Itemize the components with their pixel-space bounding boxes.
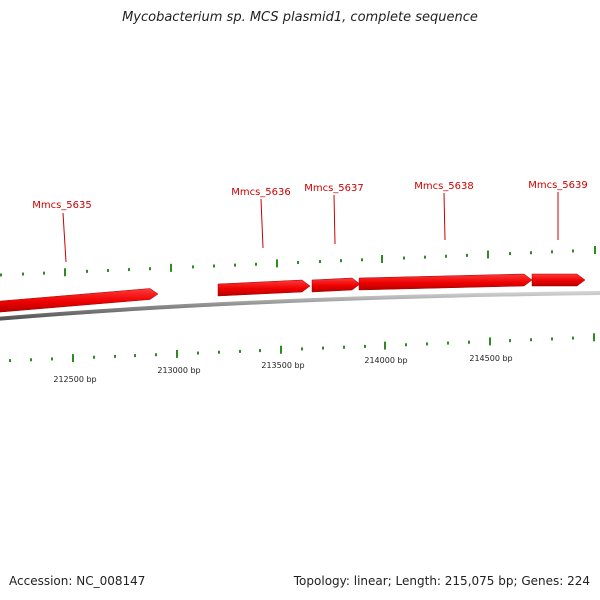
inner-tick — [197, 351, 199, 355]
inner-tick — [322, 346, 324, 350]
outer-tick — [530, 251, 532, 255]
inner-tick — [176, 349, 178, 358]
gene-labels: Mmcs_5635 Mmcs_5636 Mmcs_5637 Mmcs_5638 Mmcs… — [32, 180, 588, 211]
outer-tick — [594, 246, 596, 255]
inner-tick — [343, 345, 345, 349]
outer-tick — [361, 258, 363, 262]
scale-label: 214500 bp — [469, 354, 512, 363]
outer-tick — [509, 252, 511, 256]
inner-tick — [280, 345, 282, 354]
gene-arrow-mmcs-5638 — [358, 273, 533, 291]
inner-tick — [364, 344, 366, 348]
inner-tick — [384, 341, 386, 350]
outer-tick — [255, 262, 257, 266]
gene-label-leaders — [62, 192, 559, 263]
outer-tick — [86, 269, 88, 273]
outer-tick — [128, 268, 130, 272]
gene-track — [0, 273, 586, 313]
outer-tick — [424, 255, 426, 259]
bp-scale-labels: 212500 bp 213000 bp 213500 bp 214000 bp 2145… — [53, 354, 512, 384]
outer-tick — [107, 268, 109, 272]
inner-tick — [134, 354, 136, 358]
inner-tick — [93, 355, 95, 359]
outer-tick — [403, 256, 405, 260]
outer-tick — [445, 254, 447, 258]
inner-tick — [447, 341, 449, 345]
inner-tick — [405, 343, 407, 347]
outer-tick — [381, 254, 383, 263]
inner-tick — [572, 336, 574, 340]
outer-tick — [22, 272, 24, 276]
gene-arrow-mmcs-5639 — [531, 273, 586, 287]
sequence-summary: Topology: linear; Length: 215,075 bp; Ge… — [293, 574, 590, 588]
inner-tick — [509, 339, 511, 343]
leader-line-mmcs-5635 — [62, 212, 67, 263]
inner-tick — [72, 354, 74, 363]
inner-tick-ring — [9, 333, 595, 363]
gene-label-mmcs-5639: Mmcs_5639 — [528, 180, 588, 191]
outer-tick — [64, 268, 66, 277]
outer-tick — [149, 267, 151, 271]
inner-tick — [30, 358, 32, 362]
outer-tick — [572, 249, 574, 253]
outer-tick — [551, 250, 553, 254]
inner-tick — [155, 353, 157, 357]
outer-tick — [213, 264, 215, 268]
leader-line-mmcs-5637 — [333, 194, 336, 245]
outer-tick — [466, 253, 468, 257]
map-title: Mycobacterium sp. MCS plasmid1, complete… — [122, 10, 478, 25]
outer-tick — [297, 260, 299, 264]
gene-arrow-mmcs-5636 — [217, 279, 311, 297]
inner-tick — [114, 354, 116, 358]
scale-label: 214000 bp — [364, 356, 407, 365]
inner-tick — [301, 347, 303, 351]
inner-tick — [489, 337, 491, 346]
gene-label-mmcs-5637: Mmcs_5637 — [304, 183, 364, 194]
scale-label: 212500 bp — [53, 375, 96, 384]
leader-line-mmcs-5636 — [260, 198, 264, 249]
scale-label: 213500 bp — [261, 361, 304, 370]
inner-tick — [218, 350, 220, 354]
outer-tick — [319, 260, 321, 264]
gene-arrow-mmcs-5637 — [311, 277, 361, 293]
outer-tick — [43, 271, 45, 275]
inner-tick — [593, 333, 595, 342]
gene-label-mmcs-5638: Mmcs_5638 — [414, 181, 474, 192]
outer-tick-ring — [0, 246, 596, 277]
scale-label: 213000 bp — [157, 366, 200, 375]
outer-tick — [170, 263, 172, 272]
outer-tick — [340, 259, 342, 263]
gene-arrow-mmcs-5635 — [0, 288, 159, 313]
outer-tick — [234, 263, 236, 267]
gene-label-mmcs-5636: Mmcs_5636 — [231, 187, 291, 198]
inner-tick — [259, 349, 261, 353]
gene-label-mmcs-5635: Mmcs_5635 — [32, 200, 92, 211]
inner-tick — [468, 340, 470, 344]
outer-tick — [487, 250, 489, 259]
inner-tick — [9, 359, 11, 363]
sequence-backbone — [0, 291, 600, 321]
outer-tick — [192, 265, 194, 269]
leader-line-mmcs-5638 — [443, 192, 446, 241]
outer-tick — [0, 273, 2, 277]
inner-tick — [551, 337, 553, 341]
inner-tick — [51, 357, 53, 361]
inner-tick — [530, 338, 532, 342]
outer-tick — [276, 259, 278, 268]
inner-tick — [426, 342, 428, 346]
accession-label: Accession: NC_008147 — [9, 574, 146, 588]
inner-tick — [239, 349, 241, 353]
